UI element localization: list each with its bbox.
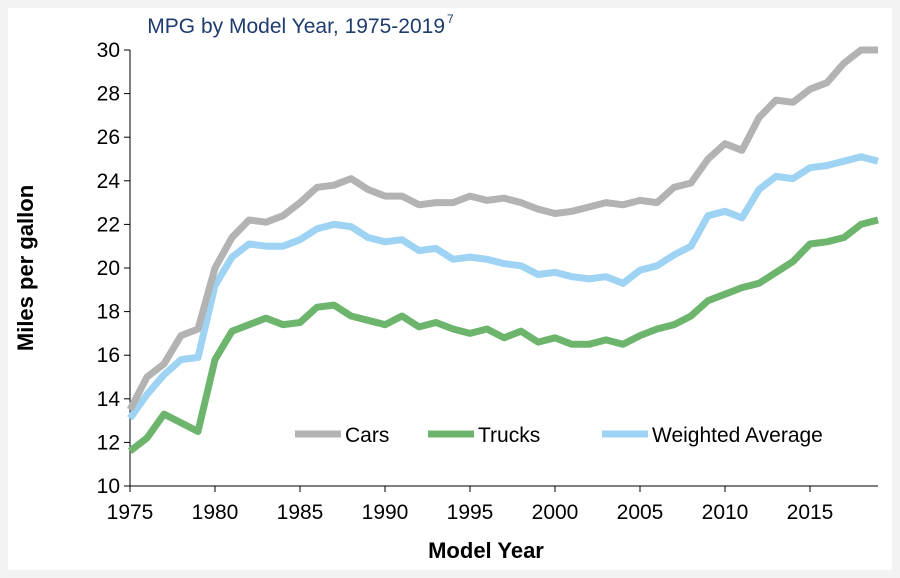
legend-label-trucks: Trucks xyxy=(478,424,540,447)
legend: Cars Trucks Weighted Average xyxy=(295,424,823,447)
chart-title: MPG by Model Year, 1975-2019 xyxy=(147,15,445,38)
x-tick-label: 1975 xyxy=(107,501,154,524)
series-lines xyxy=(126,46,879,454)
x-ticks: 1975 1980 1985 1990 1995 2000 2005 2010 2015 xyxy=(107,486,834,524)
y-ticks: 10 12 14 16 18 20 22 24 26 28 30 xyxy=(97,39,130,498)
x-tick-label: 1995 xyxy=(447,501,494,524)
y-tick-label: 30 xyxy=(97,39,120,62)
y-tick-label: 26 xyxy=(97,126,120,149)
legend-label-weighted-average: Weighted Average xyxy=(652,424,823,447)
x-tick-label: 1990 xyxy=(362,501,409,524)
y-tick-label: 14 xyxy=(97,388,121,411)
y-tick-label: 10 xyxy=(97,475,120,498)
x-axis-title: Model Year xyxy=(428,538,544,563)
y-tick-label: 12 xyxy=(97,431,120,454)
y-axis-title: Miles per gallon xyxy=(13,185,38,351)
x-tick-label: 2010 xyxy=(702,501,749,524)
series-line-cars xyxy=(126,46,878,412)
y-tick-label: 18 xyxy=(97,301,120,324)
y-tick-label: 28 xyxy=(97,83,120,106)
series-line-weighted-average xyxy=(127,153,879,421)
x-tick-label: 2000 xyxy=(532,501,579,524)
y-tick-label: 20 xyxy=(97,257,120,280)
x-tick-label: 1985 xyxy=(277,501,324,524)
x-tick-label: 1980 xyxy=(192,501,239,524)
x-tick-label: 2005 xyxy=(617,501,664,524)
y-tick-label: 16 xyxy=(97,344,120,367)
y-tick-label: 24 xyxy=(97,170,121,193)
x-tick-label: 2015 xyxy=(787,501,834,524)
y-tick-label: 22 xyxy=(97,213,120,236)
legend-label-cars: Cars xyxy=(345,424,389,447)
series-line-trucks xyxy=(127,216,879,454)
chart-title-superscript: 7 xyxy=(447,12,454,26)
